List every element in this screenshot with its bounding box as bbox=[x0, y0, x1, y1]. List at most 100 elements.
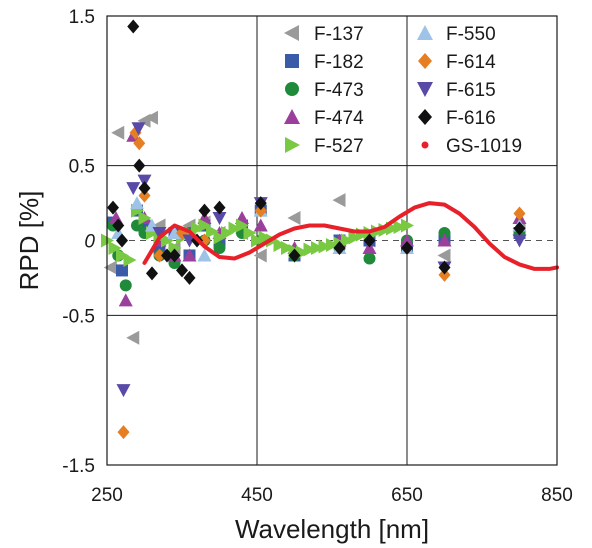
data-point bbox=[228, 221, 242, 236]
data-point bbox=[212, 212, 227, 226]
y-tick-label: 0.5 bbox=[69, 157, 95, 178]
data-point bbox=[130, 196, 144, 210]
data-point bbox=[303, 242, 317, 257]
data-point bbox=[400, 233, 414, 247]
data-point bbox=[198, 218, 212, 233]
series-gs-1019 bbox=[142, 201, 559, 271]
data-point bbox=[117, 425, 130, 440]
data-point bbox=[253, 218, 268, 232]
x-tick-label: 450 bbox=[241, 485, 273, 506]
legend-item-gs-1019: GS-1019 bbox=[421, 136, 522, 157]
data-point bbox=[131, 122, 146, 136]
data-point bbox=[332, 193, 346, 208]
data-point bbox=[393, 220, 407, 235]
data-point bbox=[438, 260, 451, 275]
legend-marker bbox=[285, 54, 299, 68]
legend-item-f-474: F-474 bbox=[284, 108, 364, 129]
legend-label: F-615 bbox=[446, 80, 496, 101]
legend-marker bbox=[418, 109, 432, 125]
legend-marker bbox=[417, 82, 433, 97]
x-axis-title: Wavelength [nm] bbox=[235, 514, 429, 544]
data-point bbox=[123, 252, 137, 267]
x-tick-label: 850 bbox=[541, 485, 573, 506]
series-f-616 bbox=[107, 19, 526, 285]
series-layer bbox=[101, 19, 559, 440]
data-point bbox=[437, 233, 452, 247]
data-point bbox=[251, 233, 264, 248]
data-point bbox=[126, 182, 141, 196]
data-point bbox=[363, 233, 376, 248]
data-point bbox=[133, 136, 146, 151]
legend-item-f-615: F-615 bbox=[417, 80, 496, 101]
data-point bbox=[221, 226, 234, 241]
data-point bbox=[273, 237, 287, 252]
legend: F-137 F-182 F-473 F-474 F-527 F-550 F-614 F-615… bbox=[284, 24, 522, 157]
data-point bbox=[108, 240, 122, 255]
legend-item-f-616: F-616 bbox=[418, 108, 496, 129]
y-tick-label: 1.5 bbox=[69, 7, 95, 28]
data-point bbox=[197, 248, 212, 262]
data-point bbox=[243, 226, 257, 241]
data-point bbox=[513, 206, 526, 221]
y-axis-title: RPD [%] bbox=[14, 191, 44, 291]
data-point bbox=[311, 240, 324, 255]
legend-label: F-527 bbox=[314, 136, 364, 157]
data-point bbox=[438, 267, 451, 282]
data-point bbox=[183, 270, 196, 285]
legend-marker bbox=[285, 137, 300, 153]
data-point bbox=[213, 241, 226, 254]
legend-marker bbox=[421, 141, 429, 149]
legend-marker bbox=[284, 25, 299, 41]
legend-label: F-616 bbox=[446, 108, 496, 129]
legend-item-f-182: F-182 bbox=[285, 52, 364, 73]
data-point bbox=[161, 233, 174, 248]
data-point bbox=[126, 330, 140, 345]
legend-label: F-182 bbox=[314, 52, 364, 73]
x-tick-label: 650 bbox=[391, 485, 423, 506]
legend-item-f-614: F-614 bbox=[418, 52, 496, 73]
data-point bbox=[213, 200, 226, 215]
data-point bbox=[176, 263, 188, 278]
y-tick-label: 0 bbox=[84, 232, 95, 253]
data-point bbox=[281, 240, 294, 255]
y-tick-label: -0.5 bbox=[62, 306, 95, 327]
data-point bbox=[401, 218, 414, 233]
data-point bbox=[119, 279, 132, 292]
data-point bbox=[288, 248, 301, 263]
legend-marker bbox=[417, 25, 433, 40]
data-point bbox=[348, 230, 362, 245]
data-point bbox=[182, 248, 197, 262]
data-point bbox=[168, 240, 182, 255]
legend-marker bbox=[418, 53, 432, 69]
data-point bbox=[116, 233, 128, 248]
data-point bbox=[333, 240, 346, 255]
legend-label: GS-1019 bbox=[446, 136, 522, 157]
data-point bbox=[206, 224, 219, 239]
data-point bbox=[258, 230, 272, 245]
data-point bbox=[254, 196, 267, 211]
legend-label: F-473 bbox=[314, 80, 364, 101]
data-point bbox=[318, 239, 332, 254]
series-line bbox=[142, 201, 559, 271]
data-point bbox=[438, 227, 451, 240]
data-point bbox=[112, 218, 125, 233]
data-point bbox=[118, 293, 133, 307]
legend-label: F-474 bbox=[314, 108, 364, 129]
data-point bbox=[512, 234, 527, 248]
data-point bbox=[191, 221, 204, 236]
data-point bbox=[363, 252, 376, 265]
data-point bbox=[401, 240, 413, 255]
tick-labels: 250 450 650 850 1.5 0.5 0 -0.5 -1.5 bbox=[62, 7, 573, 506]
data-point bbox=[138, 188, 151, 203]
data-point bbox=[326, 237, 339, 252]
legend-item-f-137: F-137 bbox=[284, 24, 364, 45]
data-point bbox=[253, 248, 267, 263]
data-point bbox=[236, 218, 249, 233]
data-point bbox=[145, 110, 158, 125]
data-point bbox=[513, 221, 526, 236]
y-tick-label: -1.5 bbox=[62, 456, 95, 477]
legend-label: F-137 bbox=[314, 24, 364, 45]
data-point bbox=[254, 203, 267, 218]
data-point bbox=[213, 230, 227, 245]
data-point bbox=[168, 248, 181, 263]
